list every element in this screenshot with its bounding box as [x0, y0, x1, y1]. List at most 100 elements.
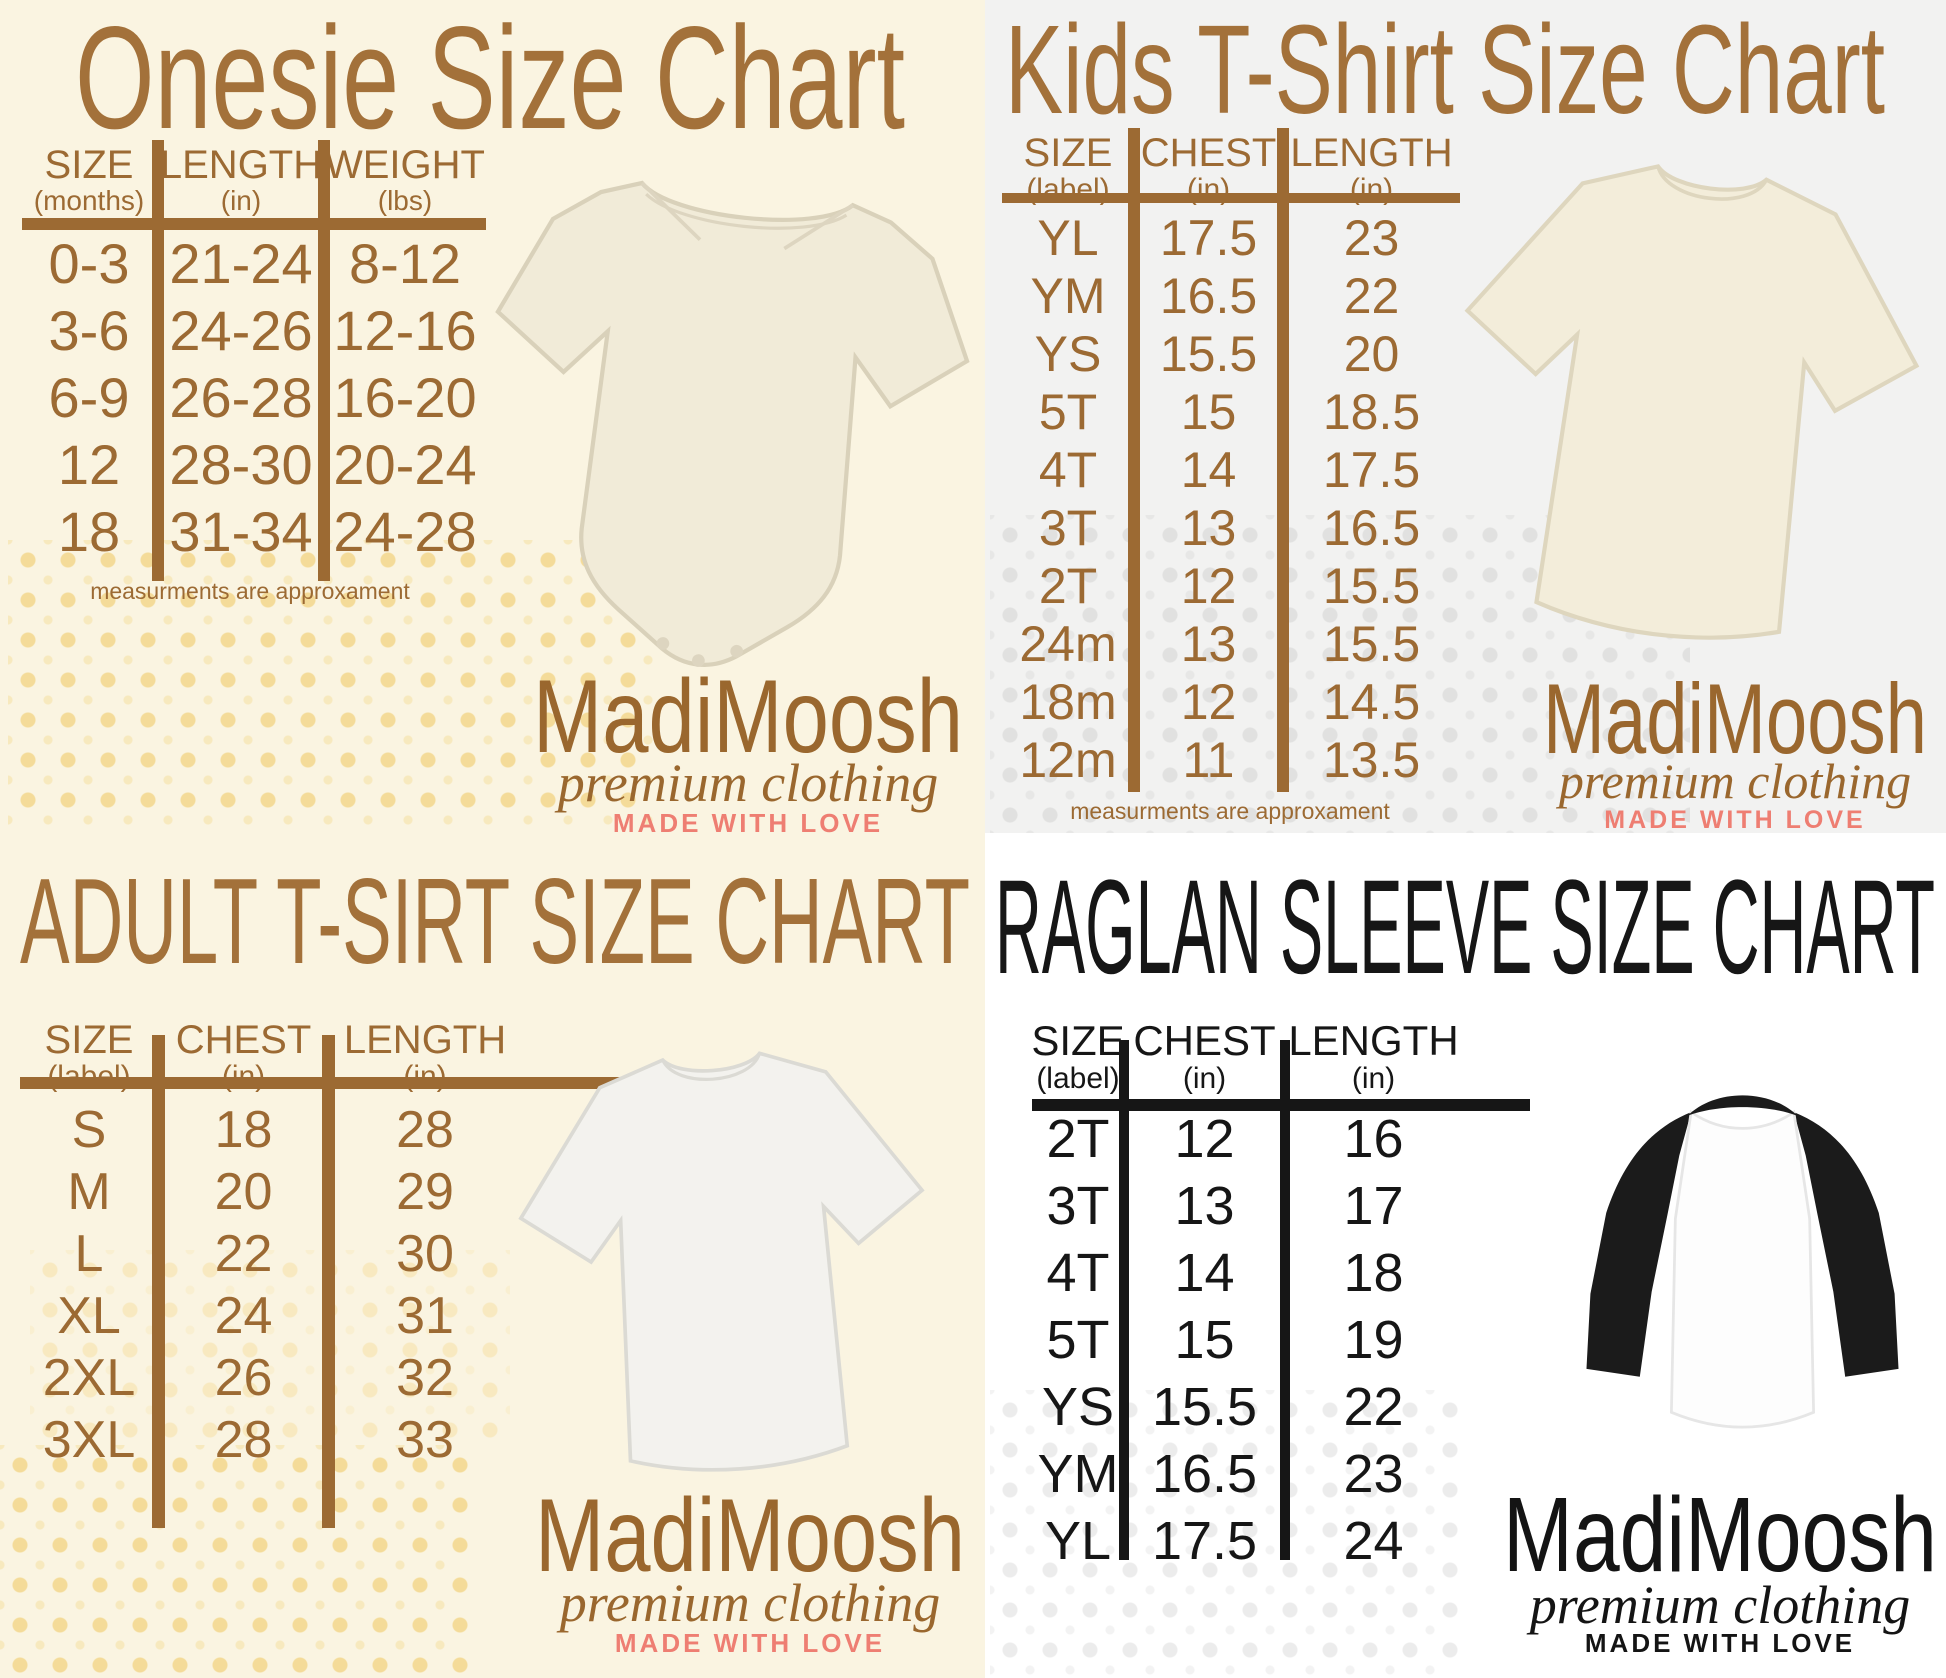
table-cell: 12m	[1019, 732, 1117, 788]
svg-text:MadiMoosh: MadiMoosh	[1503, 1476, 1937, 1594]
adult-tshirt-photo	[518, 1051, 925, 1472]
brand-motto: MADE WITH LOVE	[1604, 806, 1866, 834]
adult-chart-title: ADULT T-SIRT SIZE CHART	[20, 853, 970, 989]
table-cell: 4T	[1046, 1242, 1110, 1303]
column-header: SIZE(label)	[1031, 1017, 1125, 1096]
table-cell: 18.5	[1322, 384, 1421, 440]
column-header: LENGTH(in)	[1288, 1017, 1459, 1096]
column-header: WEIGHT (lbs)	[325, 143, 485, 216]
table-cell: 12	[1174, 1108, 1235, 1169]
table-cell: YS	[1041, 1376, 1115, 1437]
svg-text:RAGLAN SLEEVE SIZE CHART: RAGLAN SLEEVE SIZE CHART	[995, 853, 1935, 1002]
table-cell: 23	[1343, 1443, 1404, 1504]
table-cell: 17.5	[1322, 442, 1421, 498]
brand-logo: MadiMoosh	[1543, 663, 1927, 774]
table-cell: 2T	[1046, 1108, 1110, 1169]
table-cell: 30	[396, 1225, 454, 1283]
column-header: CHEST(in)	[1133, 1017, 1276, 1096]
svg-text:MadiMoosh: MadiMoosh	[1543, 663, 1927, 774]
table-body: 2T 12 16 3T 13 17 4T 14 18 5T 15 19 YS 15.5 22 YM 16.5 23…	[1032, 1105, 1462, 1574]
table-header-row: SIZE(label)CHEST(in)LENGTH(in)	[1002, 128, 1460, 206]
table-header-row: SIZE(label)CHEST(in)LENGTH(in)	[1031, 1015, 1462, 1096]
table-cell: 22	[214, 1225, 273, 1283]
table-cell: 11	[1182, 732, 1235, 788]
table-body: 0-3 21-24 8-12 3-6 24-26 12-16 6-9 26-28 16-20 12…	[20, 230, 486, 565]
table-cell: YM	[1030, 268, 1106, 324]
adult-size-table: SIZE(label)CHEST(in)LENGTH(in) S1828M202…	[20, 1015, 730, 1535]
table-cell: 13.5	[1322, 732, 1421, 788]
brand-motto: MADE WITH LOVE	[1584, 1628, 1856, 1658]
kids-chart-title: Kids T-Shirt Size Chart	[1005, 0, 1885, 140]
table-cell: 14	[1174, 1242, 1235, 1303]
table-cell: 29	[396, 1163, 454, 1221]
onesie-size-table: SIZE (months) LENGTH (in) WEIGHT (lbs) 0-3 21-…	[20, 140, 486, 610]
column-divider	[1128, 128, 1140, 792]
column-header: LENGTH(in)	[159, 143, 323, 216]
table-cell: 17.5	[1151, 1510, 1258, 1571]
table-cell: 33	[396, 1411, 454, 1469]
table-cell: 15	[1180, 384, 1237, 440]
column-divider	[318, 140, 330, 581]
table-cell: 15.5	[1322, 558, 1421, 614]
header-divider	[22, 218, 486, 230]
table-cell: 13	[1174, 1175, 1235, 1236]
table-cell: 18	[1343, 1242, 1404, 1303]
column-divider	[1277, 128, 1289, 792]
table-cell: 18m	[1019, 674, 1117, 730]
table-cell: 16.5	[1322, 500, 1421, 556]
table-cell: S	[71, 1101, 107, 1159]
table-cell: 26	[214, 1349, 273, 1407]
table-cell: YL	[1044, 1510, 1112, 1571]
raglan-shirt-photo	[1586, 1095, 1899, 1429]
table-cell: 18	[214, 1101, 273, 1159]
column-header: LENGTH(in)	[1290, 131, 1453, 206]
brand-logo: MadiMoosh	[533, 659, 963, 775]
table-cell: 16	[1343, 1108, 1404, 1169]
raglan-chart-title: RAGLAN SLEEVE SIZE CHART	[995, 853, 1935, 1002]
table-cell: 16-20	[333, 366, 477, 429]
column-divider	[152, 140, 164, 581]
brand-motto: MADE WITH LOVE	[614, 1628, 886, 1658]
table-cell: YM	[1037, 1443, 1119, 1504]
raglan-size-table: SIZE (label) CHEST (in) LENGTH (in) 2T 12 16 3T 1…	[1031, 1015, 1530, 1575]
table-cell: L	[74, 1225, 104, 1283]
table-cell: 3T	[1046, 1175, 1110, 1236]
table-cell: 12-16	[333, 299, 477, 362]
table-cell: 3XL	[42, 1411, 136, 1469]
table-cell: 0-3	[48, 232, 130, 295]
table-cell: 12	[57, 433, 121, 496]
table-cell: XL	[57, 1287, 121, 1345]
table-cell: 26-28	[169, 366, 313, 429]
table-cell: 17	[1343, 1175, 1404, 1236]
table-cell: 24-26	[169, 299, 313, 362]
table-cell: 28	[396, 1101, 454, 1159]
svg-text:MadiMoosh: MadiMoosh	[535, 1478, 965, 1594]
table-cell: 17.5	[1159, 210, 1258, 266]
table-cell: 18	[57, 500, 121, 563]
table-cell: 15.5	[1322, 616, 1421, 672]
table-cell: 32	[396, 1349, 454, 1407]
table-cell: 16.5	[1159, 268, 1258, 324]
table-cell: 20	[1343, 326, 1400, 382]
kids-footnote: measurments are approxament	[1070, 798, 1390, 824]
table-cell: 15.5	[1151, 1376, 1258, 1437]
brand-tagline: premium clothing	[557, 753, 939, 813]
table-cell: 15	[1174, 1309, 1235, 1370]
table-cell: 28-30	[169, 433, 313, 496]
brand-tagline: premium clothing	[1529, 1575, 1911, 1635]
column-divider	[152, 1035, 165, 1528]
column-header: CHEST(in)	[1140, 131, 1277, 206]
header-divider	[20, 1077, 730, 1089]
table-cell: 31	[396, 1287, 454, 1345]
table-cell: 31-34	[169, 500, 313, 563]
svg-text:Kids T-Shirt Size Chart: Kids T-Shirt Size Chart	[1005, 0, 1885, 140]
header-divider	[1032, 1099, 1530, 1111]
table-cell: 2T	[1038, 558, 1098, 614]
table-cell: 5T	[1038, 384, 1098, 440]
brand-logo: MadiMoosh	[535, 1478, 965, 1594]
table-header-row: SIZE(label)CHEST(in)LENGTH(in)	[20, 1015, 521, 1093]
table-cell: 14.5	[1322, 674, 1421, 730]
table-cell: 12	[1180, 558, 1237, 614]
table-cell: 8-12	[348, 232, 462, 295]
